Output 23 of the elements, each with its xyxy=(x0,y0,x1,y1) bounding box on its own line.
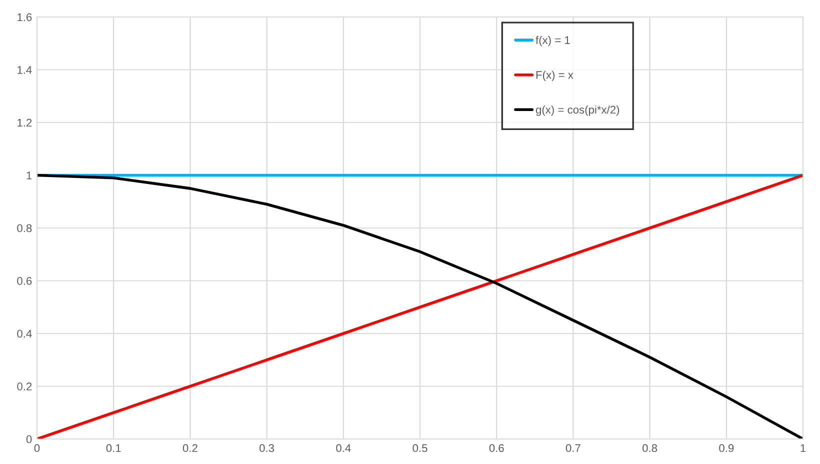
x-tick-label: 0.3 xyxy=(260,444,274,452)
x-tick-label: 0.5 xyxy=(412,444,428,452)
y-tick-label: 0.6 xyxy=(17,277,32,285)
x-tick-label: 0.2 xyxy=(182,444,198,452)
y-tick-label: 0.8 xyxy=(17,224,32,232)
y-tick-label: 1 xyxy=(26,172,32,180)
x-tick-label: 0 xyxy=(34,444,40,452)
legend-label: F(x) = x xyxy=(536,70,574,82)
y-tick-label: 1.6 xyxy=(18,13,32,22)
x-tick-label: 0.8 xyxy=(642,444,658,452)
x-tick-label: 0.9 xyxy=(719,444,734,452)
x-tick-label: 0.6 xyxy=(489,444,504,452)
y-tick-label: 1.2 xyxy=(18,118,32,127)
x-tick-label: 0.1 xyxy=(106,444,121,452)
y-tick-label: 0.4 xyxy=(17,330,32,338)
x-tick-label: 0.7 xyxy=(566,444,580,452)
y-tick-label: 0 xyxy=(26,435,32,444)
x-tick-label: 1 xyxy=(800,444,806,452)
y-tick-label: 0.2 xyxy=(17,382,32,390)
legend-label: f(x) = 1 xyxy=(536,36,570,46)
x-tick-label: 0.4 xyxy=(336,444,351,452)
legend-label: g(x) = cos(pi*x/2) xyxy=(536,105,620,116)
y-tick-label: 1.4 xyxy=(18,66,32,74)
